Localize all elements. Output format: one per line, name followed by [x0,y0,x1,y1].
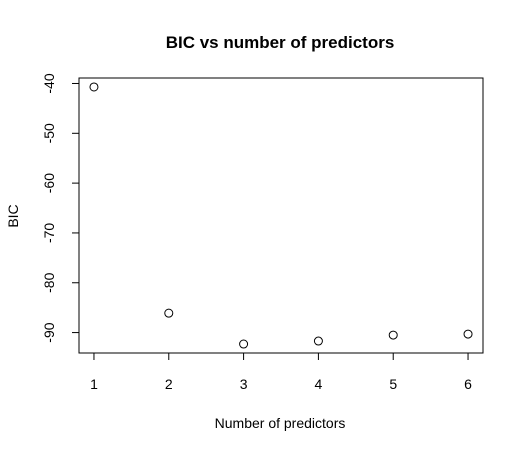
y-axis: -40 -50 -60 -70 -80 -90 [41,73,80,343]
data-point [89,82,99,92]
data-point [313,336,323,346]
x-tick-label: 4 [315,376,323,392]
chart-title: BIC vs number of predictors [166,33,395,52]
x-tick-label: 1 [90,376,98,392]
y-tick-label: -90 [41,322,57,342]
x-tick-label: 3 [240,376,248,392]
y-axis-label: BIC [5,204,21,227]
x-tick-label: 2 [165,376,173,392]
data-point [164,308,174,318]
data-point [388,330,398,340]
y-tick-label: -80 [41,272,57,292]
x-tick-label: 6 [464,376,472,392]
x-axis: 1 2 3 4 5 6 [90,352,472,392]
y-tick-label: -40 [41,73,57,93]
data-points [89,82,473,349]
x-axis-label: Number of predictors [215,415,346,431]
x-tick-label: 5 [389,376,397,392]
data-point [239,339,249,349]
y-tick-label: -70 [41,223,57,243]
plot-frame [78,77,484,354]
data-point [463,329,473,339]
y-tick-label: -50 [41,123,57,143]
y-tick-label: -60 [41,173,57,193]
